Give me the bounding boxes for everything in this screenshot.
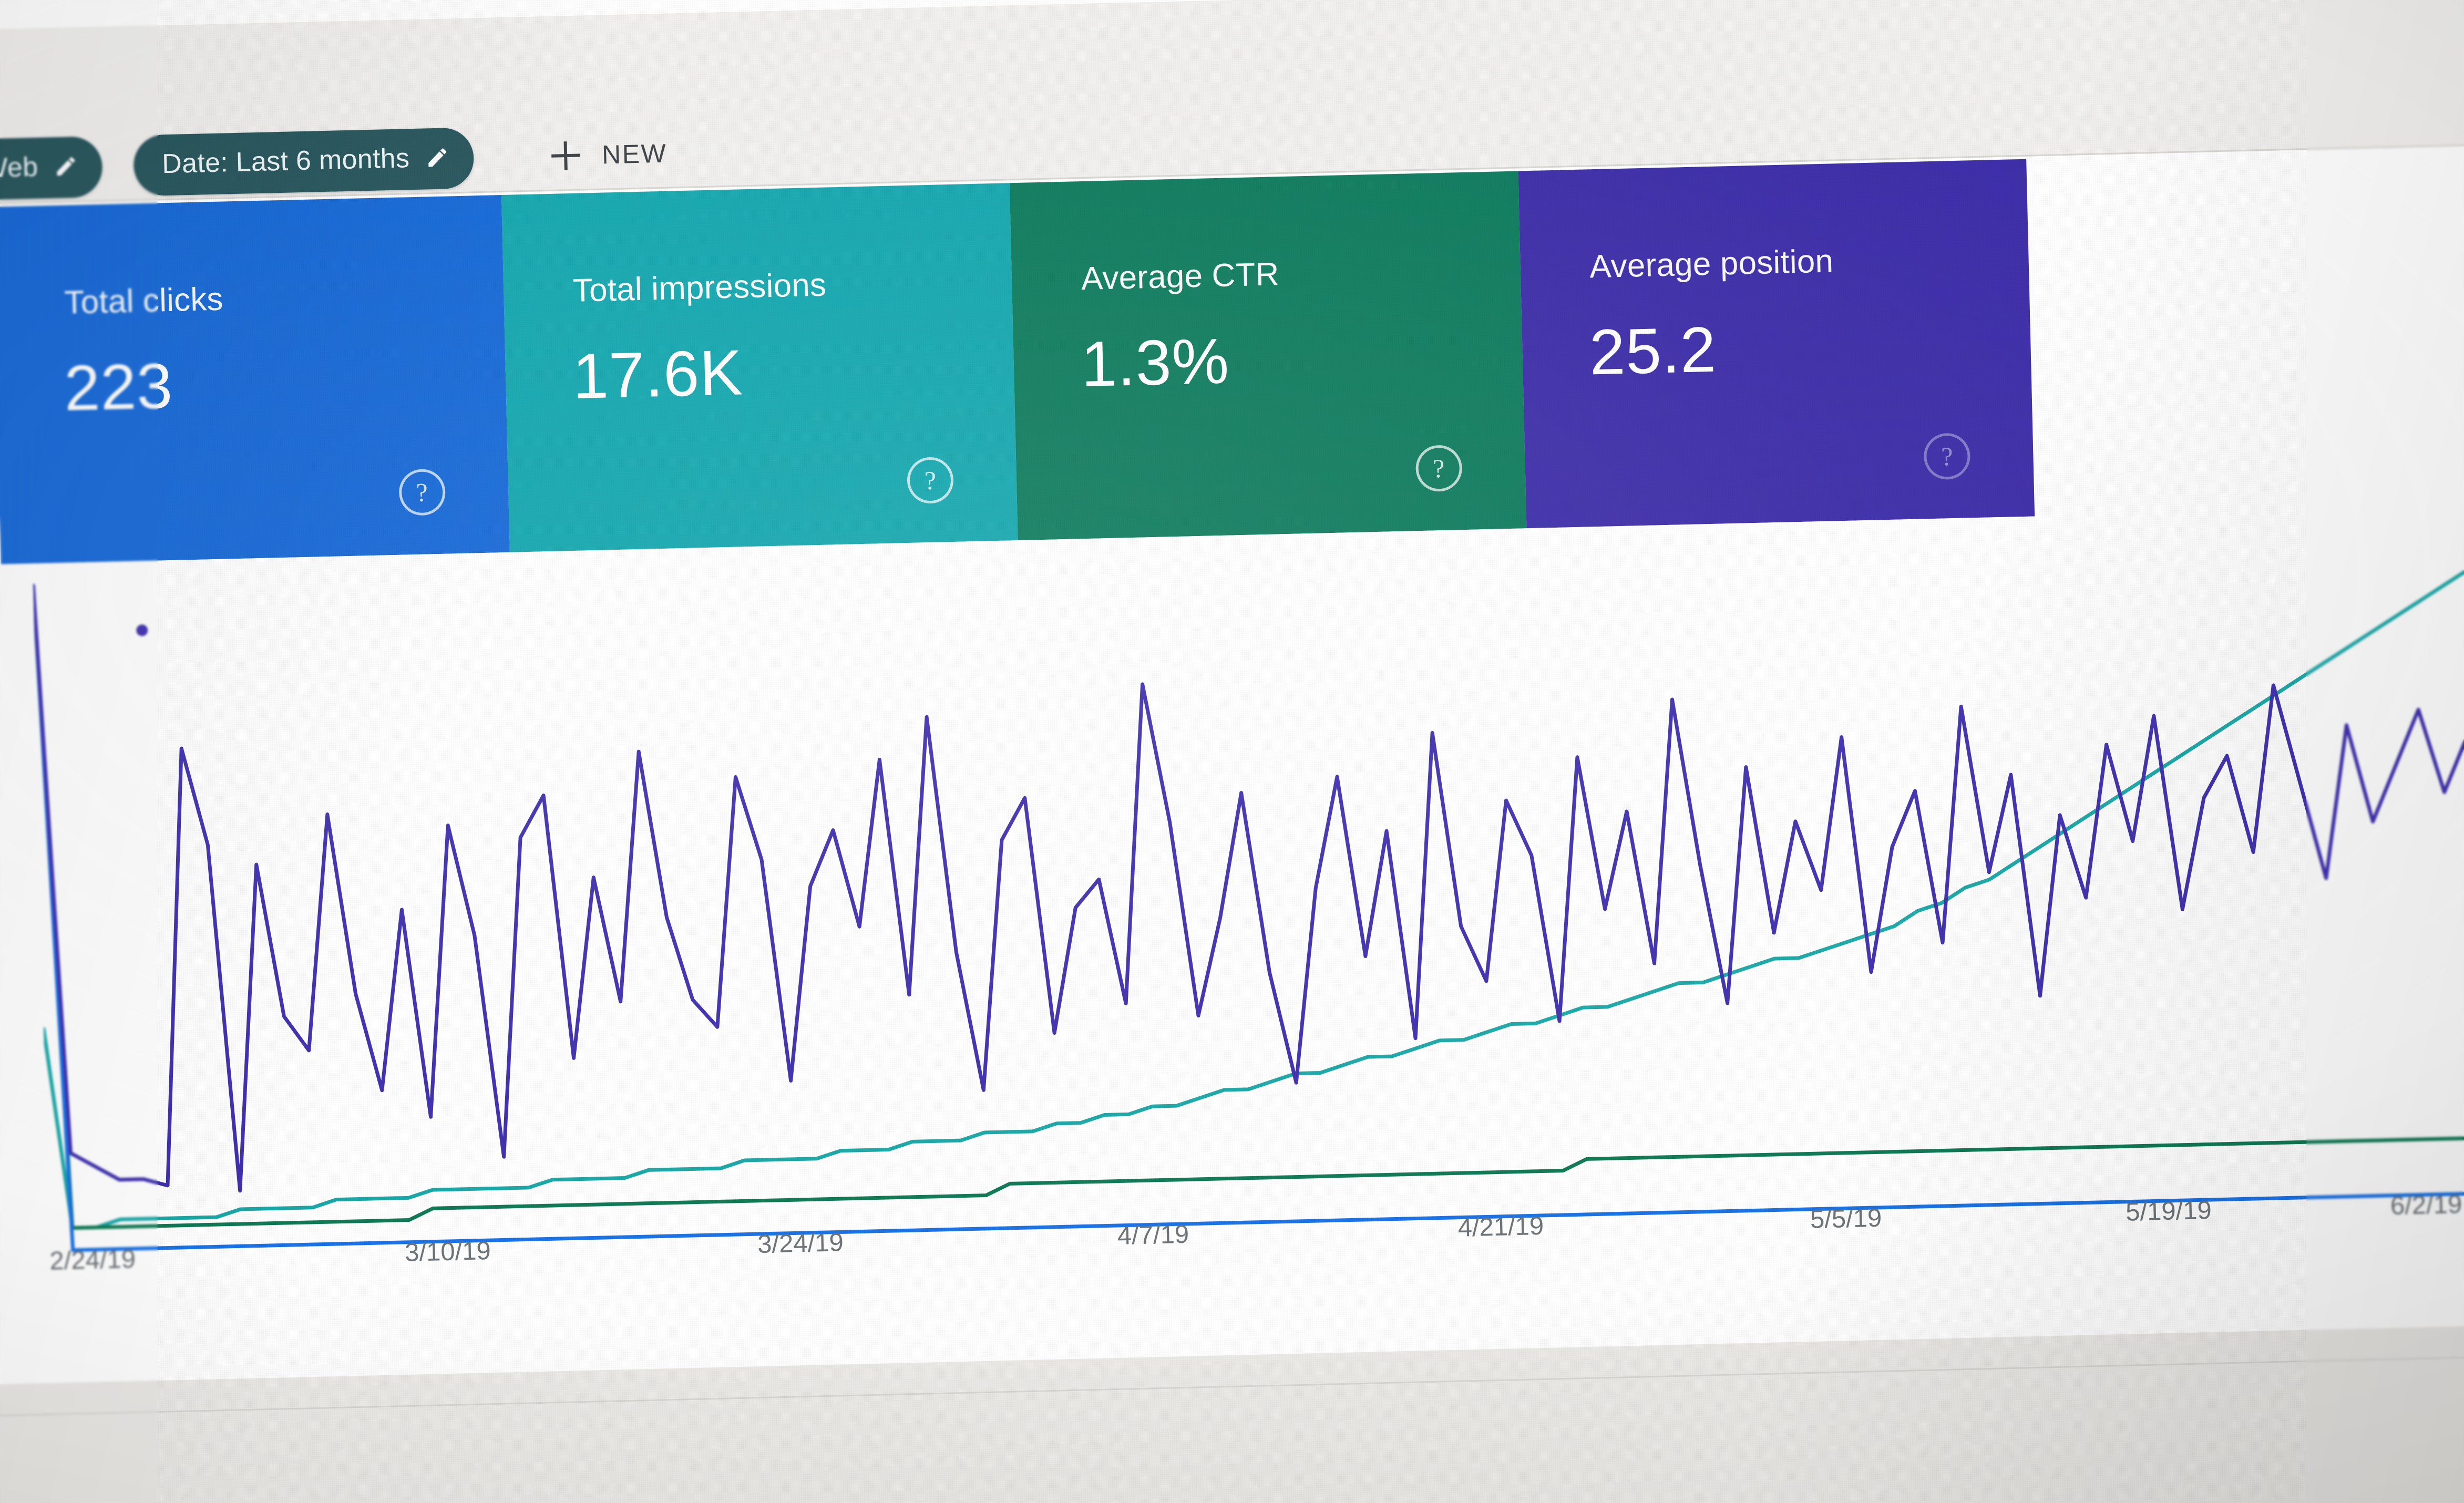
metric-card-value: 25.2 <box>1588 313 1718 388</box>
pencil-icon[interactable] <box>425 145 450 170</box>
chart-series-total-clicks <box>33 583 2464 1252</box>
metric-card-total-clicks[interactable]: Total clicks 223 ? <box>0 195 510 564</box>
metric-card-average-ctr[interactable]: Average CTR 1.3% ? <box>1009 171 1526 541</box>
filter-chip-date[interactable]: Date: Last 6 months <box>132 127 475 197</box>
help-circle-icon[interactable]: ? <box>1415 445 1463 492</box>
metric-card-value: 1.3% <box>1080 325 1230 400</box>
performance-chart-panel: 2/24/19 3/10/19 3/24/19 4/7/19 4/21/19 5/5/19… <box>1 504 2464 1384</box>
pencil-icon[interactable] <box>54 154 78 179</box>
metric-card-row: Total clicks 223 ? Total impressions 17.… <box>0 159 2035 564</box>
metric-card-label: Total impressions <box>572 266 827 309</box>
new-filter-button-label: NEW <box>601 138 668 170</box>
performance-line-chart[interactable] <box>33 516 2464 1258</box>
help-circle-icon[interactable]: ? <box>1923 433 1971 480</box>
metric-card-total-impressions[interactable]: Total impressions 17.6K ? <box>501 183 1018 552</box>
chart-series-total-impressions <box>42 524 2464 1230</box>
chart-series-average-position <box>33 583 2464 1193</box>
x-axis-tick-label: 4/21/19 <box>1457 1211 1544 1242</box>
help-circle-icon[interactable]: ? <box>906 456 954 505</box>
chart-point-marker <box>136 624 148 636</box>
metric-card-label: Total clicks <box>64 281 224 321</box>
metric-card-average-position[interactable]: Average position 25.2 ? <box>1517 159 2035 529</box>
metric-card-label: Average position <box>1589 243 1834 285</box>
x-axis-tick-label: 6/2/19 <box>2390 1190 2462 1220</box>
new-filter-button[interactable]: NEW <box>539 131 679 178</box>
x-axis-tick-label: 5/5/19 <box>1810 1203 1882 1234</box>
x-axis-tick-label: 5/19/19 <box>2125 1196 2212 1227</box>
x-axis-tick-label: 2/24/19 <box>49 1245 136 1275</box>
filter-toolbar: type: Web Date: Last 6 months NEW La <box>0 0 2464 205</box>
metric-card-value: 17.6K <box>572 336 744 412</box>
x-axis-tick-label: 3/24/19 <box>757 1228 844 1259</box>
metric-card-label: Average CTR <box>1081 256 1280 297</box>
filter-chip-date-label: Date: Last 6 months <box>161 143 410 180</box>
x-axis-tick-label: 3/10/19 <box>404 1237 491 1267</box>
plus-icon <box>551 141 580 170</box>
filter-chip-search-type-label: type: Web <box>0 151 39 186</box>
x-axis-tick-label: 4/7/19 <box>1117 1220 1189 1250</box>
chart-series-average-ctr <box>33 583 2464 1230</box>
filter-chip-search-type[interactable]: type: Web <box>0 136 103 202</box>
help-circle-icon[interactable]: ? <box>398 468 446 516</box>
metric-card-value: 223 <box>63 349 174 424</box>
